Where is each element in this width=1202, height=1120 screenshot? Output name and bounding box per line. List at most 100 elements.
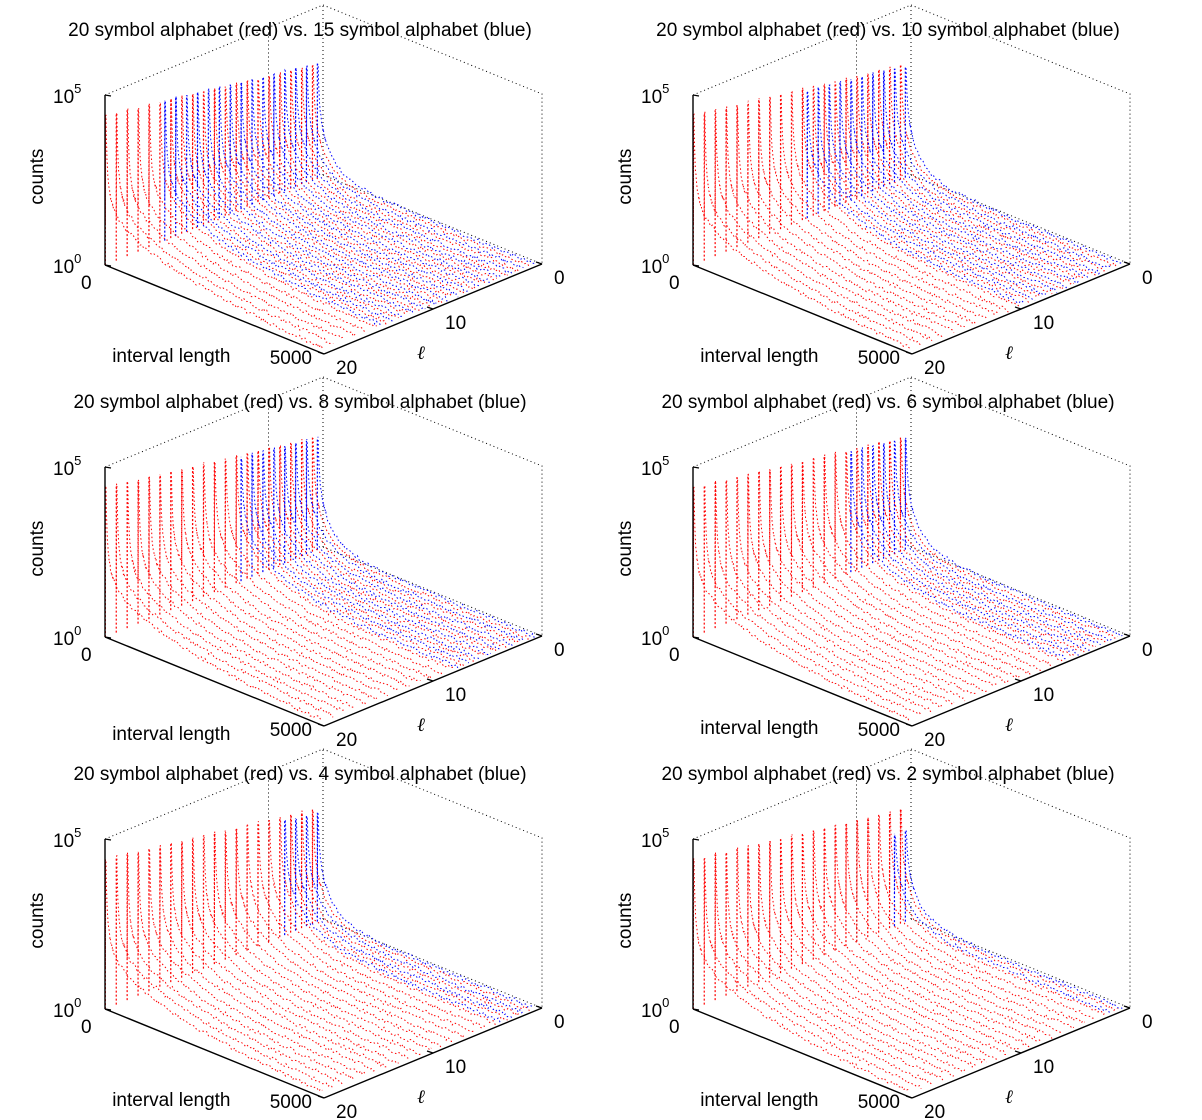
series-red-ell-11	[791, 90, 1009, 313]
series-red-ell-12	[192, 837, 410, 1061]
y-tick-mark	[535, 261, 543, 265]
z-tick-mark	[692, 636, 700, 639]
series-red-ell-2	[889, 440, 1107, 643]
z-axis-label: counts	[27, 893, 48, 949]
x-axis-line	[692, 264, 913, 355]
series-red-ell-12	[192, 466, 410, 687]
chart-title: 20 symbol alphabet (red) vs. 8 symbol al…	[73, 392, 526, 413]
z-tick-label: 100	[641, 995, 669, 1022]
y-tick-label: 10	[445, 1057, 466, 1078]
z-axis-label: counts	[615, 893, 636, 949]
y-tick-mark	[905, 1095, 913, 1099]
x-tick-label: 5000	[270, 1092, 312, 1113]
series-red-ell-15	[159, 474, 378, 701]
back-wall-right	[910, 4, 1131, 264]
x-tick-label: 5000	[270, 348, 312, 369]
y-tick-label: 10	[1033, 313, 1054, 334]
series-red-ell-19	[703, 111, 922, 346]
series-red-ell-9	[812, 456, 1031, 675]
chart-title: 20 symbol alphabet (red) vs. 10 symbol a…	[656, 20, 1120, 41]
z-tick-label: 100	[53, 995, 81, 1022]
series-blue-ell-7	[251, 76, 470, 292]
series-red-ell-11	[791, 464, 1009, 684]
x-axis-label: interval length	[112, 724, 230, 745]
y-tick-mark	[905, 723, 913, 727]
series-red-ell-5	[268, 76, 487, 285]
y-tick-label: 10	[445, 685, 466, 706]
series-blue-ell-2	[894, 441, 1112, 642]
y-tick-label: 0	[1142, 640, 1153, 661]
back-wall-top	[692, 4, 912, 96]
series-red-ell-11	[791, 834, 1009, 1056]
back-wall-right	[910, 748, 1131, 1008]
series-blue-ell-4	[872, 72, 1090, 279]
y-tick-label: 0	[1142, 268, 1153, 289]
series-blue-ell-15	[164, 100, 383, 327]
series-blue-ell-4	[872, 445, 1090, 651]
series-red-ell-18	[126, 852, 345, 1086]
floor-back-edge	[910, 174, 1131, 265]
series-red-ell-19	[115, 112, 334, 345]
series-red-ell-4	[867, 73, 1085, 280]
y-tick-mark	[1123, 1005, 1131, 1009]
back-wall-right	[322, 4, 543, 264]
y-tick-mark	[1014, 1050, 1022, 1054]
y-tick-label: 0	[554, 640, 565, 661]
back-wall-top	[104, 748, 324, 840]
series-red-ell-7	[834, 82, 1053, 295]
z-tick-mark	[104, 838, 112, 841]
series-red-ell-19	[703, 483, 922, 716]
series-red-ell-16	[148, 848, 367, 1076]
series-red-ell-13	[769, 469, 987, 693]
series-blue-ell-2	[306, 816, 524, 1014]
x-axis-line	[104, 1008, 325, 1099]
x-axis-label: interval length	[700, 718, 818, 739]
series-red-ell-7	[246, 824, 465, 1039]
series-red-ell-8	[235, 453, 454, 669]
z-axis-label: counts	[615, 149, 636, 205]
series-red-ell-10	[801, 462, 1020, 679]
y-axis-label: ℓ	[1005, 1086, 1013, 1108]
series-blue-ell-8	[828, 83, 1047, 296]
series-blue-ell-5	[273, 73, 491, 283]
series-blue-ell-2	[306, 439, 524, 641]
y-axis-label: ℓ	[1005, 342, 1013, 364]
series-red-ell-13	[181, 469, 399, 691]
series-red-ell-5	[856, 448, 1075, 656]
series-red-ell-14	[758, 98, 977, 325]
x-axis-line	[692, 1008, 913, 1099]
series-blue-ell-8	[240, 82, 459, 298]
series-red-ell-6	[845, 76, 1064, 291]
series-blue-ell-1	[316, 436, 535, 638]
series-red-ell-20	[104, 485, 323, 720]
y-tick-mark	[905, 351, 913, 355]
series-blue-ell-6	[262, 76, 480, 287]
z-tick-mark	[104, 94, 112, 97]
series-red-ell-14	[170, 842, 388, 1068]
back-wall-right	[322, 376, 543, 636]
y-tick-mark	[317, 1095, 325, 1099]
z-axis-label: counts	[615, 521, 636, 577]
series-blue-ell-8	[240, 458, 459, 669]
floor-back-edge	[910, 546, 1131, 637]
y-tick-label: 0	[554, 268, 565, 289]
series-red-ell-10	[213, 831, 432, 1051]
series-red-ell-17	[725, 106, 944, 338]
series-red-ell-17	[137, 108, 356, 338]
x-tick-label: 0	[81, 1017, 92, 1038]
series-red-ell-7	[834, 451, 1053, 667]
y-tick-mark	[317, 723, 325, 727]
series-red-ell-6	[257, 79, 476, 291]
subplot-4: 20 symbol alphabet (red) vs. 6 symbol al…	[615, 376, 1153, 751]
series-red-ell-18	[126, 108, 345, 340]
z-tick-mark	[692, 94, 700, 97]
x-tick-label: 0	[669, 645, 680, 666]
z-tick-mark	[692, 264, 700, 267]
series-red-ell-8	[235, 82, 454, 298]
floor-back-edge	[322, 174, 543, 265]
series-blue-ell-6	[850, 451, 1068, 660]
series-red-ell-1	[900, 809, 1118, 1012]
series-red-ell-13	[181, 95, 399, 319]
series-blue-ell-7	[839, 81, 1058, 293]
